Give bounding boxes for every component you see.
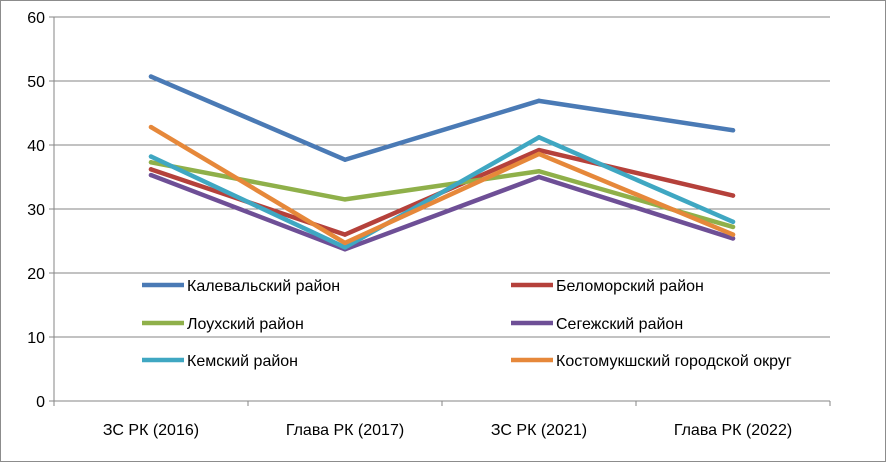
y-tick-label: 0	[36, 394, 45, 411]
y-tick-label: 40	[27, 138, 45, 155]
data-point	[148, 74, 154, 79]
x-tick-label: Глава РК (2022)	[674, 422, 792, 439]
series-line-3	[148, 160, 736, 230]
series-line-1	[148, 74, 736, 162]
data-point	[148, 154, 154, 159]
legend-label: Костомукшский городской округ	[556, 353, 792, 370]
x-tick-label: Глава РК (2017)	[286, 422, 404, 439]
data-point	[342, 197, 348, 202]
data-point	[536, 98, 542, 104]
data-point	[536, 135, 542, 140]
legend-label: Калевальский район	[187, 278, 340, 295]
data-point	[730, 232, 736, 237]
data-point	[730, 224, 736, 230]
data-point	[342, 232, 348, 237]
data-point	[730, 128, 736, 133]
data-point	[536, 151, 542, 157]
data-point	[148, 124, 154, 130]
series-line-5	[148, 135, 736, 250]
data-point	[148, 167, 154, 172]
data-point	[730, 193, 736, 198]
series-line-4	[148, 172, 736, 252]
legend: Калевальский район Беломорский район Лоухс…	[142, 278, 792, 370]
data-point	[342, 157, 348, 162]
y-tick-label: 10	[27, 330, 45, 347]
y-tick-label: 30	[27, 202, 45, 219]
legend-label: Сегежский район	[556, 316, 683, 333]
data-point	[342, 240, 348, 246]
x-tick-label: ЗС РК (2021)	[491, 422, 587, 439]
data-point	[148, 172, 154, 178]
x-tick-label: ЗС РК (2016)	[103, 422, 199, 439]
y-tick-label: 20	[27, 266, 45, 283]
y-tick-label: 50	[27, 74, 45, 91]
legend-label: Кемский район	[187, 353, 298, 370]
data-point	[730, 219, 736, 224]
data-point	[342, 245, 348, 250]
y-tick-label: 60	[27, 10, 45, 27]
series-lines	[148, 74, 736, 252]
legend-label: Беломорский район	[556, 278, 704, 295]
axes: 0 10 20 30 40 50 60 ЗС РК (2016) Глава РК (2017)…	[27, 10, 831, 439]
data-point	[148, 160, 154, 165]
data-point	[536, 147, 542, 153]
series-line-6	[148, 124, 736, 246]
legend-label: Лоухский район	[187, 316, 304, 333]
data-point	[536, 174, 542, 180]
data-point	[730, 236, 736, 241]
data-point	[536, 169, 542, 174]
